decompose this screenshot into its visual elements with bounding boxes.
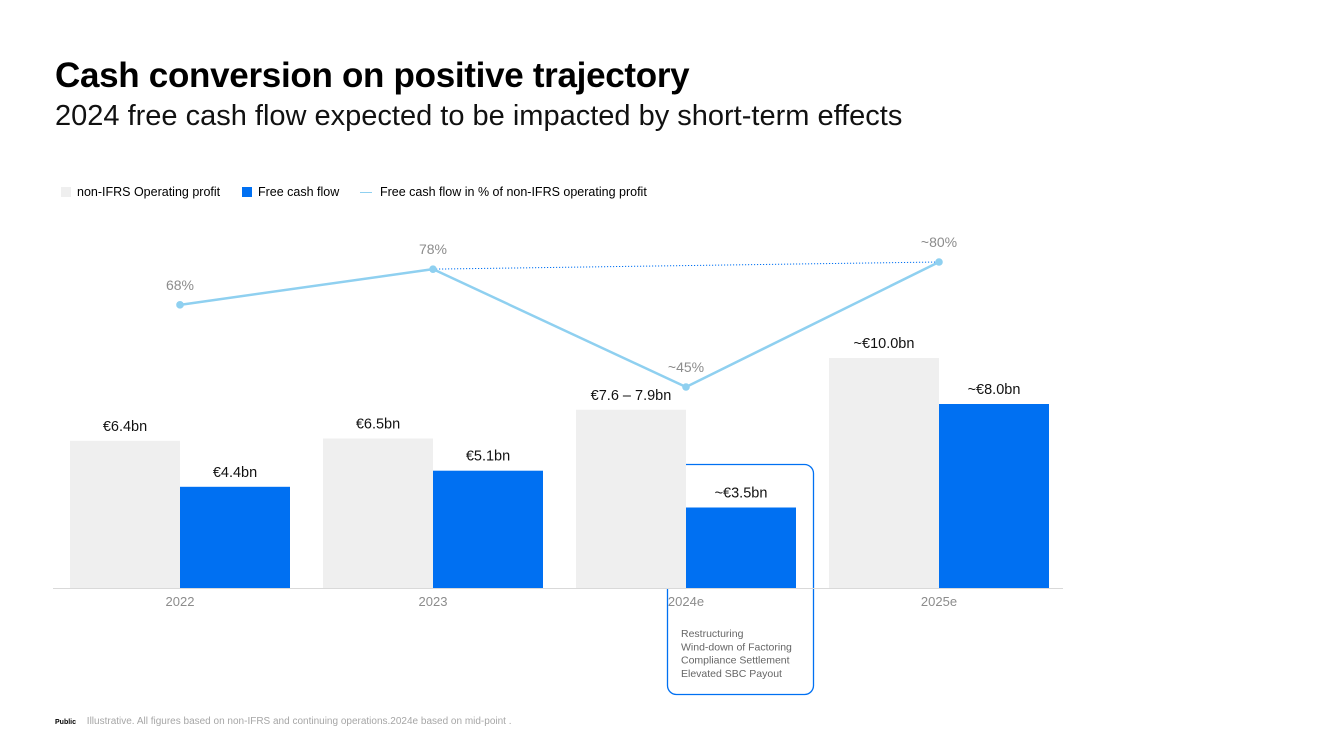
legend-item-operating-profit: non-IFRS Operating profit bbox=[61, 185, 220, 199]
label-operating-profit: €7.6 – 7.9bn bbox=[591, 388, 672, 404]
bar-free-cash-flow bbox=[939, 404, 1049, 588]
fcf-percent-point bbox=[682, 383, 690, 391]
bar-free-cash-flow bbox=[180, 486, 290, 588]
fcf-percent-line bbox=[179, 260, 940, 389]
x-tick-label: 2023 bbox=[419, 594, 448, 609]
legend-swatch-operating-profit bbox=[61, 187, 71, 197]
legend-item-fcf-percent: Free cash flow in % of non-IFRS operatin… bbox=[360, 185, 647, 199]
fcf-percent-label: ~45% bbox=[668, 359, 704, 375]
trend-dotted-line bbox=[432, 261, 940, 270]
page-title: Cash conversion on positive trajectory bbox=[55, 56, 690, 95]
fcf-percent-label: ~80% bbox=[921, 234, 957, 250]
bar-operating-profit bbox=[576, 409, 686, 588]
fcf-percent-point bbox=[176, 301, 184, 309]
label-operating-profit: €6.4bn bbox=[103, 419, 147, 435]
x-tick-label: 2024e bbox=[668, 594, 704, 609]
legend-item-free-cash-flow: Free cash flow bbox=[242, 185, 339, 199]
footer: Public Illustrative. All figures based o… bbox=[55, 716, 512, 727]
fcf-percent-label: 78% bbox=[419, 241, 447, 257]
callout-item: Compliance Settlement bbox=[681, 655, 790, 667]
fcf-percent-point bbox=[429, 265, 437, 273]
bar-free-cash-flow bbox=[686, 507, 796, 588]
fcf-percent-point bbox=[935, 258, 943, 266]
legend-label-free-cash-flow: Free cash flow bbox=[258, 185, 340, 199]
bar-operating-profit bbox=[70, 440, 180, 588]
bar-operating-profit bbox=[323, 438, 433, 588]
label-operating-profit: €6.5bn bbox=[356, 417, 400, 433]
footer-note: Illustrative. All figures based on non-I… bbox=[86, 716, 512, 727]
callout-item: Elevated SBC Payout bbox=[681, 668, 782, 680]
fcf-percent-label: 68% bbox=[166, 277, 194, 293]
label-free-cash-flow: €4.4bn bbox=[213, 465, 257, 481]
page-subtitle: 2024 free cash flow expected to be impac… bbox=[55, 100, 903, 132]
label-free-cash-flow: €5.1bn bbox=[466, 449, 510, 465]
legend-label-fcf-percent: Free cash flow in % of non-IFRS operatin… bbox=[380, 185, 647, 199]
x-tick-label: 2022 bbox=[166, 594, 195, 609]
x-tick-label: 2025e bbox=[921, 594, 957, 609]
bar-free-cash-flow bbox=[433, 470, 543, 588]
label-free-cash-flow: ~€8.0bn bbox=[968, 382, 1021, 398]
legend-swatch-fcf-percent bbox=[360, 191, 372, 193]
callout-item: Restructuring bbox=[681, 628, 744, 640]
callout-item: Wind-down of Factoring bbox=[681, 641, 792, 653]
legend-label-operating-profit: non-IFRS Operating profit bbox=[77, 185, 221, 199]
legend-swatch-free-cash-flow bbox=[242, 187, 252, 197]
label-operating-profit: ~€10.0bn bbox=[854, 336, 915, 352]
bar-operating-profit bbox=[829, 358, 939, 588]
classification-tag: Public bbox=[55, 719, 77, 726]
label-free-cash-flow: ~€3.5bn bbox=[715, 486, 768, 502]
